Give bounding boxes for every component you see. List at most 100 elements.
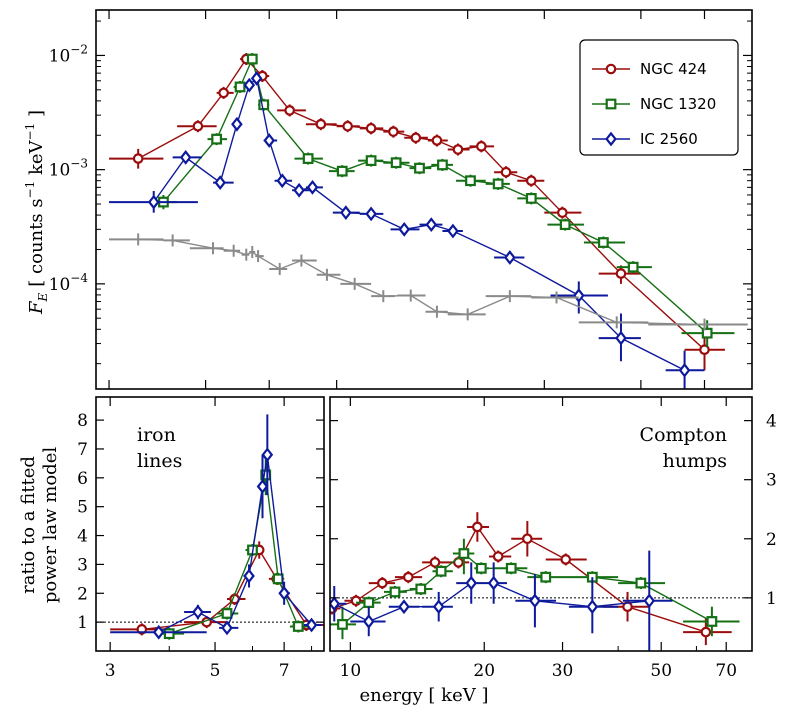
spectra-panel: 10−2 10−3 10−4 NGC 424 NGC 1320 IC 2560 <box>49 9 753 390</box>
ic2560-point <box>147 194 160 210</box>
iron-label-line1: iron <box>137 424 176 446</box>
series-ngc424 <box>109 53 725 371</box>
ngc1320-point <box>435 565 447 577</box>
ngc1320-point <box>246 53 258 65</box>
ngc1320-point <box>258 99 270 111</box>
ngc424-point <box>429 557 441 568</box>
ngc1320-point <box>627 261 639 273</box>
ngc424-point <box>560 554 572 565</box>
ngc424-point <box>700 626 712 638</box>
ic2560-point <box>362 614 375 629</box>
ic2560-point <box>192 604 204 620</box>
ic2560-point <box>221 620 233 636</box>
ngc424-point <box>557 207 568 218</box>
ngc424-point <box>500 166 512 178</box>
bottom-y-axis-label-line2: power law model <box>40 447 61 603</box>
legend: NGC 424 NGC 1320 IC 2560 <box>579 39 739 156</box>
legend-label: NGC 424 <box>640 60 707 78</box>
left-y-tick-label: 7 <box>77 440 88 460</box>
legend-label: NGC 1320 <box>640 95 716 113</box>
svg-text:FE[ counts s−1 keV−1 ]: FE[ counts s−1 keV−1 ] <box>23 110 50 315</box>
series-ic2560 <box>110 414 322 640</box>
ngc1320-point <box>415 583 427 595</box>
ngc1320-point <box>701 327 713 339</box>
x-tick-label: 7 <box>279 661 290 681</box>
spectra-ticks: 10−2 10−3 10−4 <box>49 10 752 389</box>
left-y-tick-label: 8 <box>77 411 88 431</box>
background-line <box>138 238 705 326</box>
legend-marker <box>605 98 617 110</box>
iron-lines-panel: 1 2 3 4 5 6 7 8 3 5 7 iron lines <box>77 396 325 681</box>
ngc424-point <box>365 123 377 134</box>
compton-humps-frame <box>329 396 753 652</box>
ic2560-line <box>158 454 313 633</box>
left-y-tick-label: 2 <box>77 584 88 604</box>
ngc424-point <box>492 551 504 562</box>
series-ngc1320 <box>330 538 740 640</box>
legend-item-ic2560: IC 2560 <box>592 130 698 148</box>
ic2560-point <box>398 599 410 615</box>
ic2560-point <box>615 330 627 346</box>
ngc1320-point <box>635 577 647 589</box>
ic2560-point <box>365 206 377 222</box>
ylabel-symbol: F <box>26 300 47 315</box>
ic2560-point <box>243 568 255 584</box>
iron-lines-series <box>110 414 324 640</box>
compton-label-line2: humps <box>663 450 727 472</box>
x-tick-label: 5 <box>210 661 221 681</box>
left-y-tick-label: 3 <box>77 555 88 575</box>
ngc1320-point <box>437 159 448 171</box>
compton-humps-panel: 1 2 3 4 10 20 30 50 70 Compton humps <box>329 396 777 681</box>
compton-humps-ticks: 1 2 3 4 10 20 30 50 70 <box>330 397 777 681</box>
spectra-series <box>109 53 748 389</box>
ngc1320-point <box>211 133 223 145</box>
x-tick-label: 10 <box>340 661 362 681</box>
top-y-axis-label: FE[ counts s−1 keV−1 ] <box>23 110 50 315</box>
y-tick-label: 10−2 <box>49 42 88 66</box>
y-tick-label: 10−3 <box>49 157 88 181</box>
ngc424-point <box>615 268 627 279</box>
legend-item-ngc424: NGC 424 <box>592 60 707 78</box>
ic2560-point <box>330 596 341 612</box>
ic2560-point <box>179 150 192 165</box>
ngc1320-point <box>163 628 175 640</box>
ngc424-point <box>192 120 204 132</box>
ngc424-point <box>342 120 353 132</box>
ic2560-point <box>243 77 256 93</box>
ylabel-units-close: ] <box>26 110 47 123</box>
iron-label-line2: lines <box>137 450 182 472</box>
ngc1320-point <box>458 548 470 559</box>
ic2560-point <box>250 70 263 86</box>
ngc1320-point <box>505 562 517 574</box>
ic2560-point <box>276 173 289 189</box>
ngc424-point <box>132 153 144 164</box>
ic2560-point <box>231 116 243 132</box>
ngc424-point <box>699 344 710 356</box>
ngc424-point <box>431 135 443 146</box>
series-ngc1320 <box>153 53 735 347</box>
ic2560-point <box>586 599 599 615</box>
ic2560-point <box>214 175 226 190</box>
ngc1320-point <box>363 597 375 608</box>
iron-lines-frame <box>95 396 325 652</box>
series-ngc424 <box>330 512 732 646</box>
x-tick-label: 30 <box>552 661 574 681</box>
ngc1320-point <box>365 155 377 167</box>
ngc1320-point <box>475 562 487 574</box>
ylabel-units-open: [ counts s <box>26 198 47 286</box>
ngc424-point <box>525 175 537 187</box>
ylabel-subscript: E <box>36 292 50 302</box>
right-y-tick-label: 2 <box>766 530 777 550</box>
x-tick-label: 50 <box>650 661 672 681</box>
ic2560-point <box>643 593 656 609</box>
ngc1320-point <box>336 165 348 177</box>
ngc424-point <box>472 521 483 533</box>
compton-humps-series <box>330 512 740 651</box>
ic2560-point <box>465 575 478 591</box>
ic2560-point <box>305 617 318 633</box>
ngc424-line <box>331 525 707 633</box>
x-tick-label: 70 <box>715 661 737 681</box>
bottom-y-axis-label-line1: ratio to a fitted <box>18 456 39 594</box>
ngc424-point <box>410 132 422 144</box>
ic2560-point <box>293 182 305 198</box>
